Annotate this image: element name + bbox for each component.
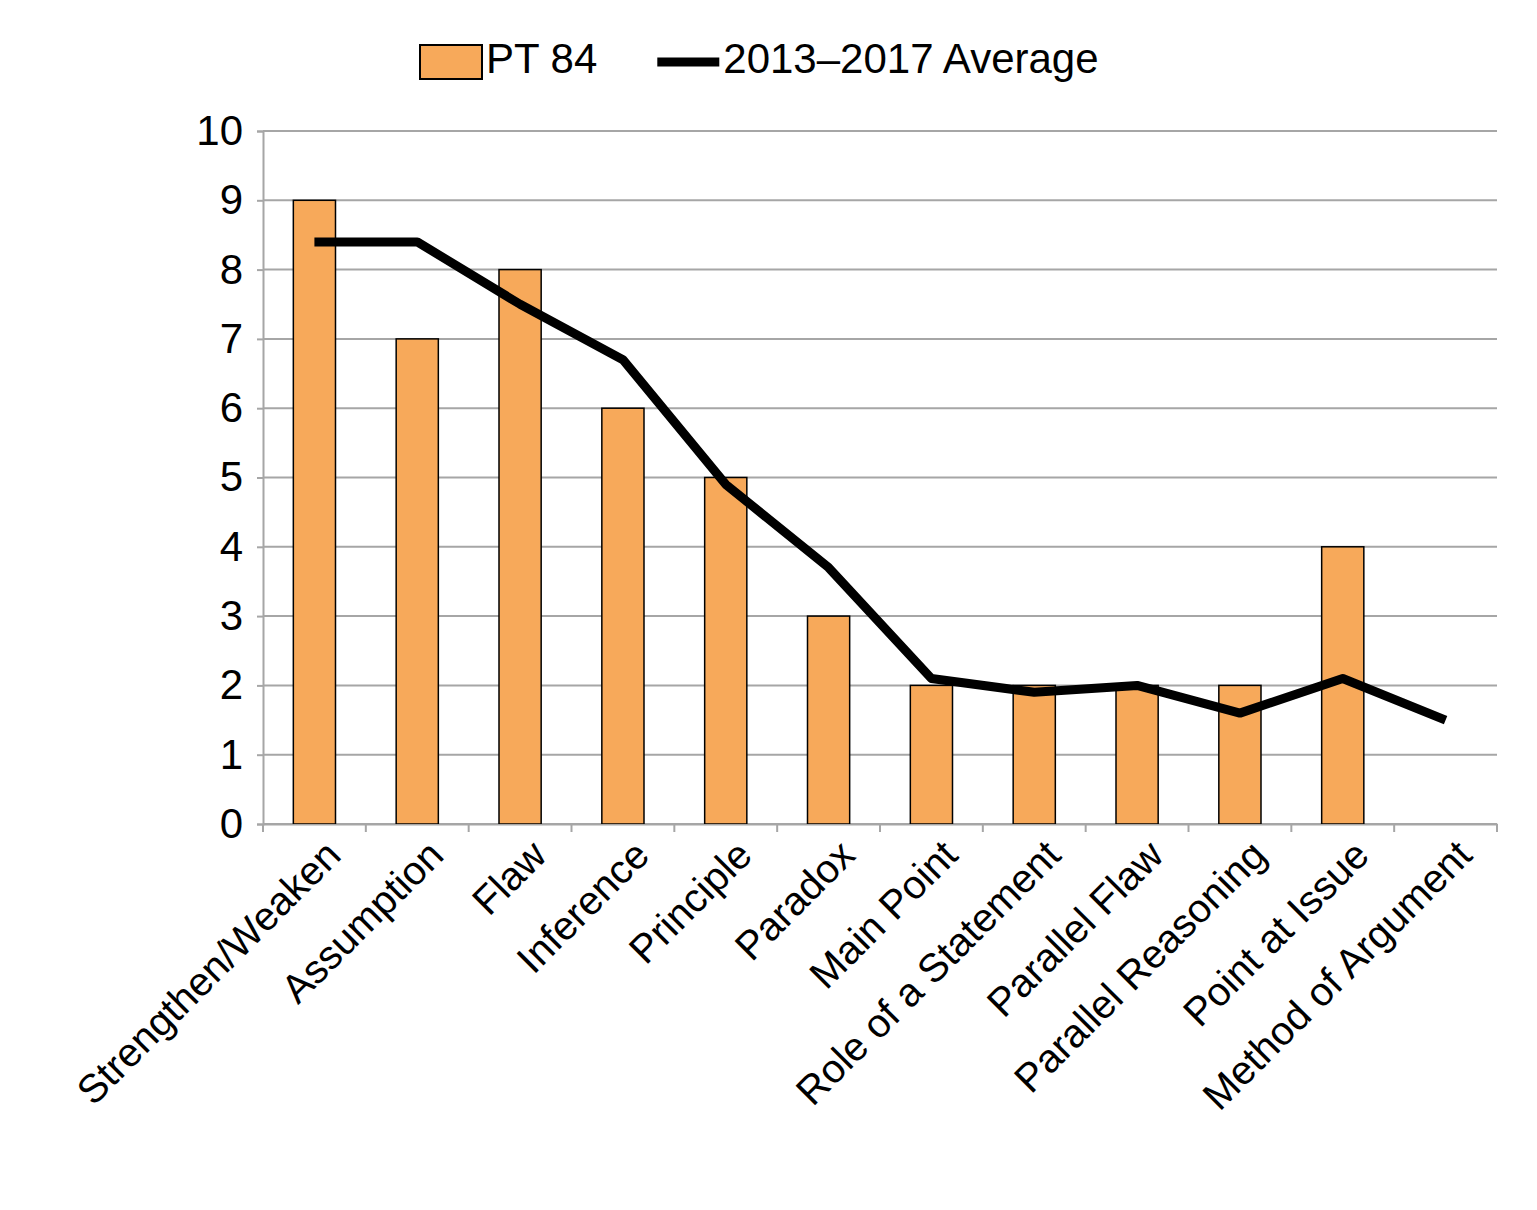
- y-tick-label: 5: [220, 453, 243, 500]
- y-tick: 2: [220, 661, 263, 708]
- y-tick-label: 4: [220, 523, 243, 570]
- y-tick: 7: [220, 315, 263, 362]
- x-tick: Assumption: [273, 824, 452, 1011]
- x-tick-label: Parallel Flaw: [978, 832, 1171, 1025]
- y-tick-mark: [257, 338, 263, 340]
- chart-svg: 0 1 2 3 4 5 6 7 8 9 10 Strengthen/WeakenAssumptionF…: [0, 0, 1537, 1210]
- y-tick-label: 8: [220, 246, 243, 293]
- y-tick: 1: [220, 731, 263, 778]
- y-tick: 9: [220, 176, 263, 223]
- grid-line: [263, 199, 1497, 201]
- bar: [705, 478, 747, 825]
- bar: [910, 685, 952, 824]
- y-tick-mark: [257, 546, 263, 548]
- x-tick: Parallel Flaw: [978, 824, 1171, 1025]
- x-axis: Strengthen/WeakenAssumptionFlawInference…: [68, 824, 1497, 1118]
- bar: [293, 200, 335, 824]
- grid-line: [263, 338, 1497, 340]
- x-tick-label: Inference: [508, 832, 657, 981]
- plot-area: 0 1 2 3 4 5 6 7 8 9 10 Strengthen/WeakenAssumptionF…: [68, 107, 1497, 1118]
- legend-label: PT 84: [486, 35, 597, 82]
- marks: [293, 200, 1445, 824]
- y-tick: 3: [220, 592, 263, 639]
- legend-label: 2013–2017 Average: [723, 35, 1098, 82]
- grid-line: [263, 754, 1497, 756]
- y-tick-mark: [257, 754, 263, 756]
- category-separator: [468, 824, 470, 832]
- y-axis-line: [257, 132, 264, 825]
- category-separator: [365, 824, 367, 832]
- y-tick-label: 6: [220, 384, 243, 431]
- y-tick-label: 7: [220, 315, 243, 362]
- category-separator: [571, 824, 573, 832]
- x-tick-label: Flaw: [463, 832, 554, 923]
- bar: [396, 339, 438, 824]
- category-separator: [262, 824, 264, 832]
- legend-swatch: [420, 45, 482, 79]
- grid-line: [263, 546, 1497, 548]
- x-tick: Inference: [508, 824, 657, 981]
- y-tick: 5: [220, 453, 263, 500]
- grid-line: [263, 407, 1497, 409]
- x-tick-label: Method of Argument: [1194, 832, 1480, 1118]
- legend-item: 2013–2017 Average: [657, 35, 1098, 82]
- y-tick: 8: [220, 246, 263, 293]
- grid: [263, 131, 1497, 824]
- y-tick-label: 2: [220, 661, 243, 708]
- category-separator: [1188, 824, 1190, 832]
- category-separator: [673, 824, 675, 832]
- x-tick: Point at Issue: [1174, 824, 1376, 1035]
- legend: PT 84 2013–2017 Average: [420, 35, 1099, 82]
- bar: [1425, 823, 1467, 824]
- y-tick-mark: [257, 269, 263, 271]
- grid-line: [263, 477, 1497, 479]
- legend-item: PT 84: [420, 35, 597, 82]
- y-tick-mark: [257, 131, 263, 133]
- bar: [808, 616, 850, 824]
- y-tick-label: 0: [220, 800, 243, 847]
- x-tick: Flaw: [463, 824, 554, 923]
- legend-swatch: [657, 58, 719, 67]
- y-tick-label: 9: [220, 176, 243, 223]
- bar: [499, 270, 541, 824]
- y-tick-label: 10: [196, 107, 243, 154]
- bar-series: [293, 200, 1363, 824]
- bar: [602, 408, 644, 824]
- y-tick-mark: [257, 477, 263, 479]
- y-tick: 0: [220, 800, 263, 847]
- y-tick-mark: [257, 616, 263, 618]
- bar: [1116, 685, 1158, 824]
- grid-line: [263, 269, 1497, 271]
- category-separator: [982, 824, 984, 832]
- y-tick-label: 1: [220, 731, 243, 778]
- y-tick: 10: [196, 107, 263, 154]
- line: [314, 242, 1445, 720]
- category-separators: [263, 824, 1497, 832]
- bar: [1013, 685, 1055, 824]
- grid-line: [263, 130, 1497, 132]
- y-tick-mark: [257, 685, 263, 687]
- category-separator: [1085, 824, 1087, 832]
- category-separator: [1496, 824, 1498, 832]
- x-tick: Method of Argument: [1194, 824, 1480, 1118]
- category-separator: [1393, 824, 1395, 832]
- x-tick-label: Assumption: [273, 832, 452, 1011]
- y-tick-label: 3: [220, 592, 243, 639]
- y-tick-mark: [257, 200, 263, 202]
- category-separator: [879, 824, 881, 832]
- category-separator: [776, 824, 778, 832]
- y-tick: 6: [220, 384, 263, 431]
- y-tick: 4: [220, 523, 263, 570]
- category-separator: [1290, 824, 1292, 832]
- y-axis: 0 1 2 3 4 5 6 7 8 9 10: [196, 107, 263, 847]
- y-tick-mark: [257, 408, 263, 410]
